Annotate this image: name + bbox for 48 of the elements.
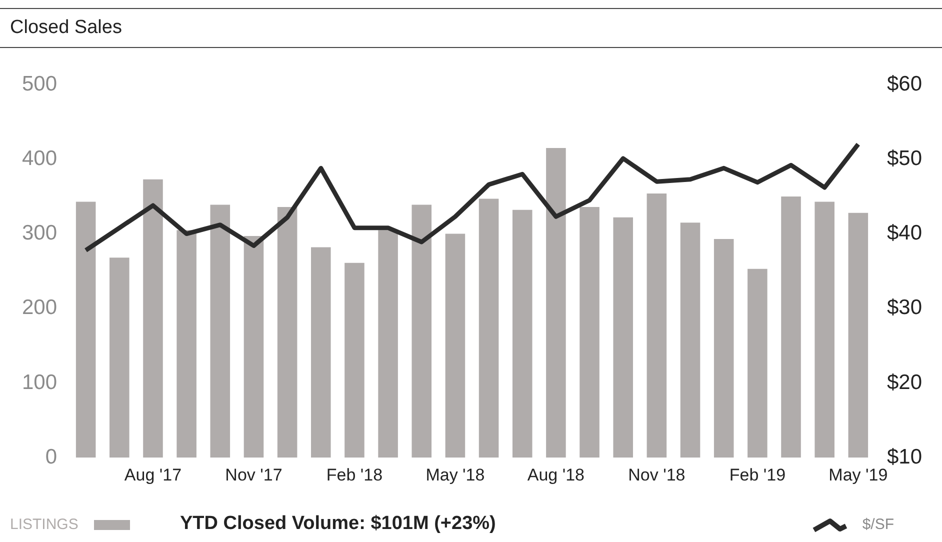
bar — [210, 204, 230, 458]
bar — [714, 239, 734, 458]
bar — [848, 212, 868, 458]
bar — [613, 217, 633, 458]
text: YTD Closed Volume: $101M (+23%) — [180, 513, 496, 535]
y-tick-label: 400 — [22, 146, 58, 170]
bar — [311, 247, 331, 458]
legend-label: $/SF — [862, 516, 894, 533]
y-tick-label: 300 — [22, 222, 58, 245]
bar — [176, 230, 196, 458]
y-tick-label: 0 — [45, 445, 58, 468]
text: LISTINGS — [10, 516, 78, 533]
bar — [244, 236, 264, 458]
x-tick-label: Feb '18 — [326, 465, 383, 484]
y2-tick-label: $20 — [886, 370, 922, 394]
bar — [143, 179, 163, 458]
x-tick-label: May '18 — [426, 465, 485, 484]
x-tick-label: Nov '18 — [628, 465, 686, 484]
chart-title: Closed Sales — [10, 17, 122, 39]
y2-tick-label: $10 — [886, 445, 922, 468]
y-tick-label: 100 — [22, 370, 58, 394]
x-tick-label: Nov '17 — [225, 465, 282, 484]
bar — [546, 148, 566, 458]
y-tick-label: 500 — [22, 72, 58, 96]
y-tick-label: 200 — [22, 296, 58, 320]
bar — [445, 234, 466, 458]
bar — [646, 194, 667, 458]
bar — [277, 206, 298, 458]
bar — [814, 202, 834, 458]
bar — [76, 202, 96, 458]
y2-tick-label: $30 — [886, 296, 922, 320]
x-tick-label: Aug '18 — [527, 465, 585, 484]
bar — [748, 268, 768, 458]
x-tick-label: Aug '17 — [124, 465, 182, 484]
bar — [344, 262, 364, 458]
bar — [412, 204, 432, 458]
bar — [478, 198, 499, 458]
bar — [110, 258, 130, 458]
y2-tick-label: $50 — [886, 146, 922, 170]
x-tick-label: May '19 — [828, 465, 888, 484]
y2-tick-label: $40 — [886, 222, 922, 245]
bar — [512, 210, 532, 458]
bar — [378, 230, 398, 458]
bar — [680, 222, 700, 458]
bar — [781, 196, 801, 458]
y2-tick-label: $60 — [886, 72, 922, 96]
x-tick-label: Feb '19 — [729, 465, 786, 484]
bar — [580, 206, 600, 458]
